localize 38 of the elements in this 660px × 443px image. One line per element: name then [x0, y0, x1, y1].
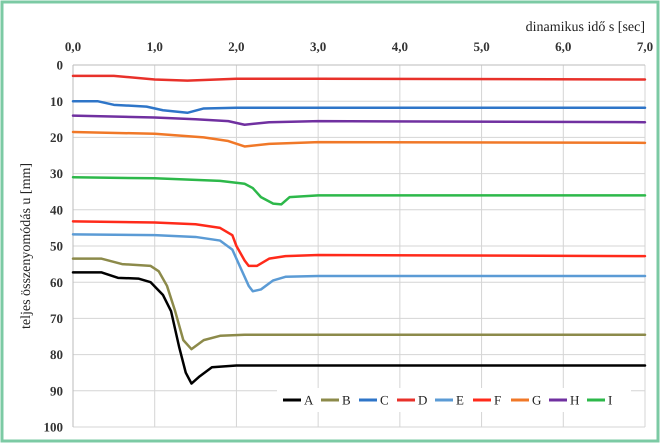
y-axis-title: teljes összenyomódás u [mm] [19, 162, 34, 330]
x-tick-label: 4,0 [392, 39, 408, 54]
y-tick-label: 100 [44, 420, 63, 435]
y-tick-label: 70 [50, 310, 63, 326]
y-tick-label: 80 [50, 347, 63, 362]
legend-label: I [608, 392, 612, 408]
x-tick-label: 1,0 [146, 39, 163, 54]
line-series [72, 130, 646, 148]
y-tick-label: 30 [50, 166, 63, 182]
legend-label: C [380, 392, 389, 408]
line-series [72, 220, 646, 268]
legend-label: E [456, 392, 464, 408]
legend-label: H [570, 392, 580, 408]
x-axis-title: dinamikus idő s [sec] [526, 20, 645, 35]
x-tick-label: 3,0 [310, 39, 326, 54]
legend-label: G [532, 392, 542, 408]
line-series [72, 176, 646, 206]
y-tick-label: 0 [56, 58, 63, 73]
legend-label: D [418, 392, 428, 408]
x-tick-label: 0,0 [64, 39, 82, 54]
y-tick-label: 90 [50, 383, 63, 398]
legend-label: B [342, 392, 351, 408]
y-tick-label: 10 [50, 94, 63, 109]
x-tick-label: 6,0 [555, 39, 572, 54]
y-tick-label: 20 [50, 130, 63, 145]
x-tick-label: 2,0 [228, 39, 245, 54]
y-tick-label: 50 [50, 238, 63, 254]
x-tick-label: 7,0 [636, 39, 654, 54]
y-tick-label: 40 [50, 202, 63, 218]
line-series [72, 114, 646, 126]
line-series [72, 233, 646, 292]
line-series [72, 257, 646, 350]
y-tick-label: 60 [50, 274, 63, 290]
line-series [72, 271, 646, 385]
legend-label: F [494, 392, 502, 408]
line-series [72, 100, 646, 114]
legend-label: A [304, 392, 314, 408]
x-tick-label: 5,0 [473, 39, 490, 54]
